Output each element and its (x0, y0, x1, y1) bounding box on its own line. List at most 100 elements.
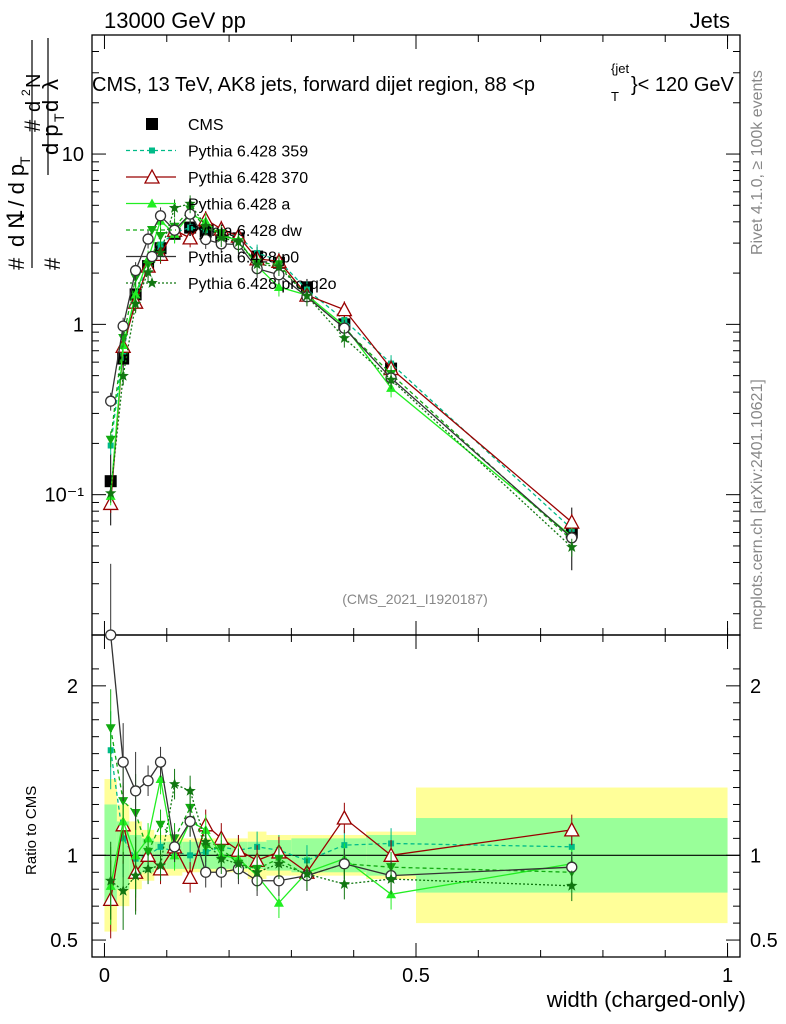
pq2o-ratio-point (232, 857, 245, 869)
ratio-tick-label: 0.5 (50, 930, 78, 952)
p359-ratio-point (187, 852, 194, 859)
legend-marker-cms (146, 118, 158, 130)
pdw-ratio-point (155, 820, 166, 830)
p370-line (110, 218, 573, 523)
pq2o-line (110, 203, 573, 548)
pq2o-point (566, 541, 578, 552)
pdw-line (110, 208, 573, 541)
pq2o-point (184, 197, 196, 209)
svg-text:}< 120 GeV: }< 120 GeV (631, 74, 735, 96)
pp0-point (105, 395, 117, 407)
svg-text:2: 2 (19, 89, 33, 96)
ratio-series (102, 563, 580, 939)
ratio-tick-label-right: 2 (750, 676, 761, 698)
svg-text:d N / d p: d N / d p (4, 164, 29, 247)
p370-ratio-point (563, 821, 580, 837)
pp0-ratio-point (105, 629, 117, 641)
ratio-tick-label: 2 (67, 676, 78, 698)
pp0-point (117, 320, 129, 332)
x-tick-label: 0 (99, 965, 110, 987)
mcplots-label: mcplots.cern.ch [arXiv:2401.10621] (749, 379, 766, 630)
legend-marker-pq2o (146, 277, 158, 288)
pq2o-point (200, 220, 212, 231)
ratio-tick-label: 1 (67, 845, 78, 867)
y-tick-label: 10⁻¹ (45, 485, 85, 507)
axis-tick-labels: 0 0.5 1 10⁻¹ 1 10 0.5 0.5 1 1 2 2 (45, 144, 778, 987)
legend-marker-pa (147, 198, 157, 208)
pdw-ratio-point (143, 847, 154, 857)
svg-text:T: T (17, 156, 33, 165)
legend-marker-pdw (147, 226, 157, 235)
pq2o-ratio-point (142, 862, 154, 874)
pq2o-point (105, 487, 117, 499)
pq2o-ratio-point (105, 874, 117, 886)
svg-text:#: # (40, 257, 65, 270)
pq2o-ratio-point (338, 878, 351, 889)
pq2o-ratio-point (566, 879, 578, 891)
cms-point (104, 475, 117, 488)
x-tick-label: 0.5 (402, 965, 430, 987)
pq2o-ratio-point (385, 873, 397, 884)
legend-label-p359: Pythia 6.428 359 (188, 144, 308, 161)
pq2o-ratio-point (273, 857, 285, 869)
pq2o-ratio-line (110, 783, 572, 892)
pq2o-ratio-point (129, 869, 142, 881)
pq2o-ratio-point (117, 884, 129, 896)
y-tick-label: 10 (62, 144, 84, 166)
svg-text:#: # (4, 257, 29, 270)
pq2o-point (142, 266, 154, 278)
svg-text:T: T (611, 89, 619, 104)
pp0-ratio-point (129, 785, 142, 797)
pp0-ratio-point (154, 756, 167, 768)
legend-marker-p370 (143, 168, 161, 184)
svg-text:{jet: {jet (611, 61, 629, 76)
y-tick-label: 1 (73, 314, 84, 336)
pa-point (273, 282, 284, 292)
axis-ticks (92, 34, 740, 957)
pp0-ratio-point (200, 866, 212, 878)
svg-text:N: N (23, 74, 45, 88)
pq2o-point (117, 370, 129, 381)
legend-label-pp0: Pythia 6.428 p0 (188, 250, 299, 267)
rivet-label: Rivet 4.1.0, ≥ 100k events (749, 70, 766, 255)
pp0-point (154, 210, 167, 222)
pq2o-point (129, 297, 142, 309)
pp0-ratio-point (184, 815, 196, 828)
chart-title: CMS, 13 TeV, AK8 jets, forward dijet reg… (92, 61, 735, 104)
svg-text:d: d (23, 101, 45, 112)
pq2o-point (273, 260, 285, 272)
pp0-point (142, 233, 154, 245)
pq2o-point (385, 373, 397, 385)
pdw-point (155, 231, 166, 241)
p359-point (187, 224, 194, 231)
pdw-ratio-point (118, 797, 129, 807)
svg-text:#: # (20, 119, 45, 132)
header-right: Jets (690, 8, 730, 33)
pdw-point (105, 435, 116, 445)
watermark: (CMS_2021_I1920187) (342, 591, 488, 607)
pq2o-point (251, 258, 263, 270)
pp0-line (110, 213, 573, 539)
p370-point (182, 229, 199, 245)
legend-label-cms: CMS (188, 117, 224, 134)
svg-text:λ: λ (38, 79, 63, 90)
pdw-ratio-point (105, 724, 116, 734)
ratio-tick-label-right: 1 (750, 845, 761, 867)
pq2o-point (154, 246, 167, 258)
pp0-ratio-point (117, 756, 129, 768)
pp0-ratio-line (110, 634, 572, 882)
pa-ratio-point (273, 897, 284, 907)
p370-point (563, 513, 580, 529)
legend-marker-p359 (149, 147, 155, 154)
legend-label-p370: Pythia 6.428 370 (188, 170, 308, 187)
p359-line (110, 226, 573, 530)
pq2o-ratio-point (168, 778, 181, 789)
legend-label-pq2o: Pythia 6.428 pro-q2o (188, 276, 337, 293)
pq2o-ratio-point (251, 866, 263, 878)
ratio-tick-label-right: 0.5 (750, 930, 778, 952)
p359-ratio-point (157, 843, 164, 850)
pq2o-ratio-point (301, 868, 313, 879)
p370-point (336, 301, 353, 317)
svg-text:T: T (51, 113, 67, 122)
svg-text:1: 1 (2, 210, 27, 222)
